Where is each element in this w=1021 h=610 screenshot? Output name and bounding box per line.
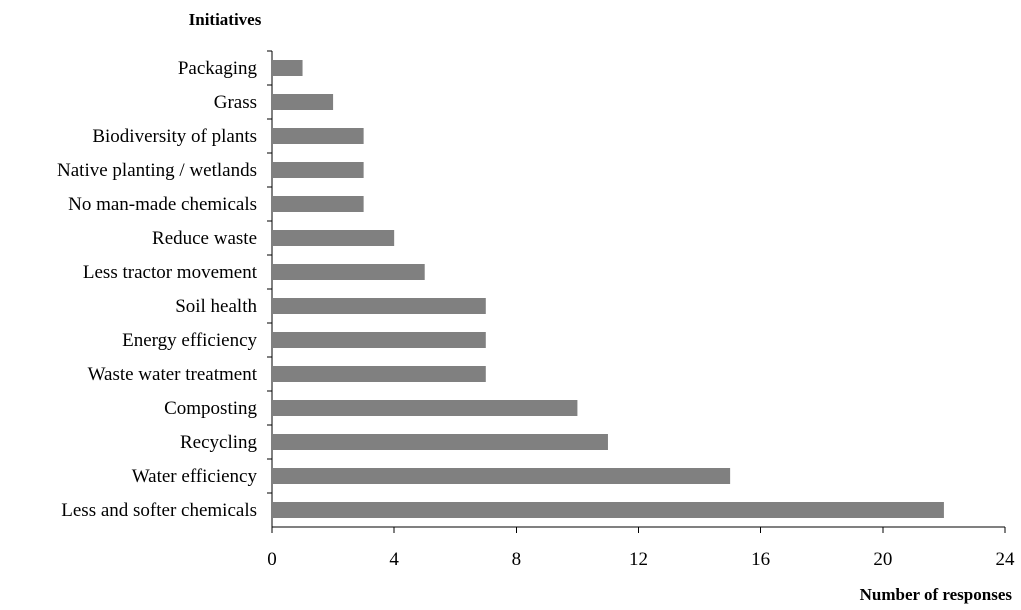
category-label: Packaging bbox=[178, 58, 258, 79]
bar bbox=[273, 230, 395, 246]
x-tick-label: 16 bbox=[751, 549, 770, 570]
bar bbox=[273, 434, 608, 450]
x-tick-label: 20 bbox=[873, 549, 892, 570]
category-label: Less and softer chemicals bbox=[61, 500, 257, 521]
category-label: Composting bbox=[164, 398, 257, 419]
category-labels-group: Packaging Grass Biodiversity of plants Nati… bbox=[57, 58, 258, 521]
x-axis-title: Number of responses bbox=[860, 585, 1013, 604]
bar bbox=[273, 94, 334, 110]
x-tick-label: 24 bbox=[996, 549, 1016, 570]
bar bbox=[273, 196, 364, 212]
category-label: Reduce waste bbox=[152, 228, 257, 249]
bar bbox=[273, 298, 486, 314]
category-label: Grass bbox=[214, 92, 257, 113]
category-label: Water efficiency bbox=[132, 466, 258, 487]
bar bbox=[273, 502, 944, 518]
bar bbox=[273, 264, 425, 280]
category-label: Recycling bbox=[180, 432, 258, 453]
bar bbox=[273, 332, 486, 348]
bar bbox=[273, 468, 731, 484]
category-label: No man-made chemicals bbox=[68, 194, 257, 215]
category-label: Less tractor movement bbox=[83, 262, 258, 283]
category-label: Native planting / wetlands bbox=[57, 160, 257, 181]
bar bbox=[273, 400, 578, 416]
x-ticks-group: 0 4 8 12 16 20 24 bbox=[267, 50, 1016, 570]
bar bbox=[273, 366, 486, 382]
bars-group bbox=[273, 60, 944, 518]
y-axis-title: Initiatives bbox=[189, 10, 262, 29]
bar bbox=[273, 162, 364, 178]
category-label: Biodiversity of plants bbox=[92, 126, 257, 147]
bar bbox=[273, 128, 364, 144]
category-label: Waste water treatment bbox=[88, 364, 258, 385]
x-tick-label: 8 bbox=[512, 549, 522, 570]
category-label: Energy efficiency bbox=[122, 330, 257, 351]
bar bbox=[273, 60, 303, 76]
category-label: Soil health bbox=[175, 296, 257, 317]
x-tick-label: 12 bbox=[629, 549, 648, 570]
x-tick-label: 4 bbox=[389, 549, 399, 570]
x-tick-label: 0 bbox=[267, 549, 277, 570]
